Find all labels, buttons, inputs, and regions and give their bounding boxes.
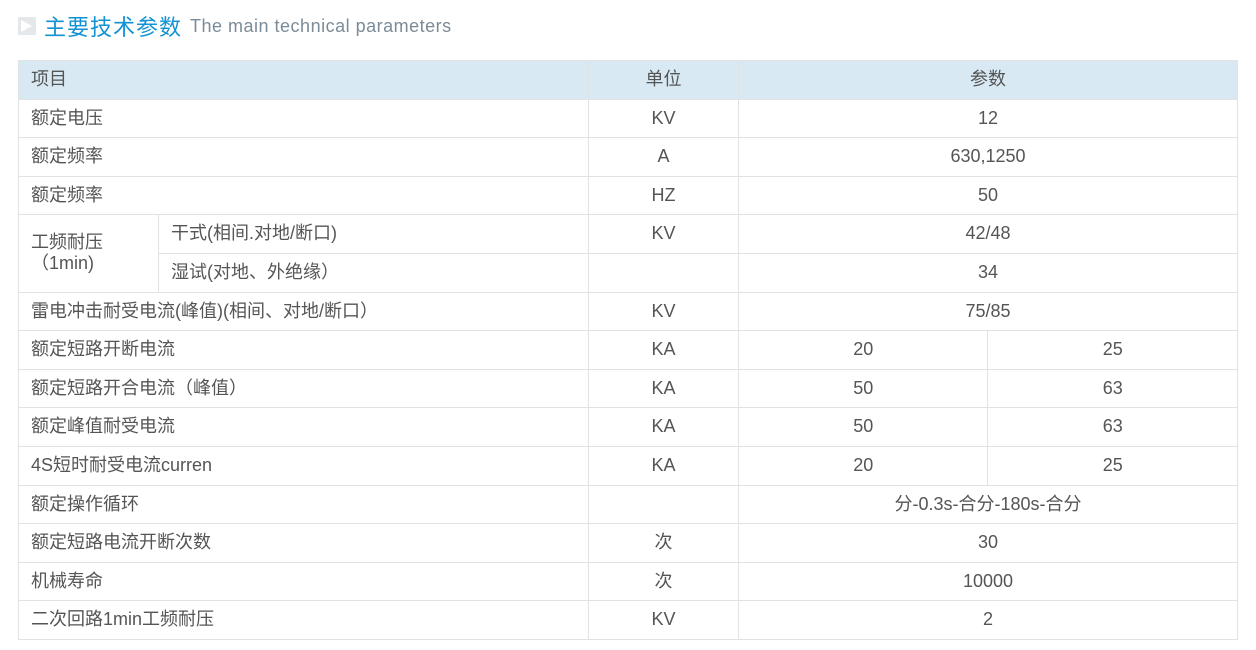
- cell-unit: 次: [589, 524, 739, 563]
- cell-unit: KV: [589, 99, 739, 138]
- table-row: 额定短路开断电流 KA 20 25: [19, 331, 1238, 370]
- cell-unit: KA: [589, 446, 739, 485]
- cell-param: 34: [739, 253, 1238, 292]
- table-row: 二次回路1min工频耐压 KV 2: [19, 601, 1238, 640]
- cell-unit: HZ: [589, 176, 739, 215]
- table-row: 机械寿命 次 10000: [19, 562, 1238, 601]
- cell-unit: KA: [589, 331, 739, 370]
- cell-param: 50: [739, 176, 1238, 215]
- cell-item: 额定短路开断电流: [19, 331, 589, 370]
- table-row: 额定电压 KV 12: [19, 99, 1238, 138]
- table-row: 额定短路开合电流（峰值） KA 50 63: [19, 369, 1238, 408]
- spec-table: 项目 单位 参数 额定电压 KV 12 额定频率 A 630,1250 额定频率…: [18, 60, 1238, 640]
- cell-param: 30: [739, 524, 1238, 563]
- cell-item-group: 工频耐压（1min): [19, 215, 159, 292]
- cell-unit: KA: [589, 408, 739, 447]
- cell-unit: KV: [589, 215, 739, 254]
- cell-item: 二次回路1min工频耐压: [19, 601, 589, 640]
- cell-param: 20: [739, 446, 988, 485]
- cell-param: 630,1250: [739, 138, 1238, 177]
- cell-unit: A: [589, 138, 739, 177]
- table-row: 4S短时耐受电流curren KA 20 25: [19, 446, 1238, 485]
- cell-param: 20: [739, 331, 988, 370]
- cell-subitem: 干式(相间.对地/断口): [159, 215, 589, 254]
- table-row: 额定频率 A 630,1250: [19, 138, 1238, 177]
- cell-param: 10000: [739, 562, 1238, 601]
- cell-param: 75/85: [739, 292, 1238, 331]
- table-row: 雷电冲击耐受电流(峰值)(相间、对地/断口） KV 75/85: [19, 292, 1238, 331]
- cell-param: 50: [739, 408, 988, 447]
- cell-item: 机械寿命: [19, 562, 589, 601]
- table-row: 额定频率 HZ 50: [19, 176, 1238, 215]
- cell-item: 额定峰值耐受电流: [19, 408, 589, 447]
- cell-param: 42/48: [739, 215, 1238, 254]
- cell-unit: 次: [589, 562, 739, 601]
- cell-subitem: 湿试(对地、外绝缘）: [159, 253, 589, 292]
- cell-unit: KA: [589, 369, 739, 408]
- cell-item: 额定电压: [19, 99, 589, 138]
- th-param: 参数: [739, 61, 1238, 100]
- section-title-en: The main technical parameters: [190, 16, 452, 37]
- cell-param: 25: [988, 331, 1238, 370]
- cell-item: 额定操作循环: [19, 485, 589, 524]
- cell-item: 额定短路开合电流（峰值）: [19, 369, 589, 408]
- th-item: 项目: [19, 61, 589, 100]
- cell-param: 50: [739, 369, 988, 408]
- cell-param: 25: [988, 446, 1238, 485]
- table-row: 湿试(对地、外绝缘） 34: [19, 253, 1238, 292]
- section-title: 主要技术参数 The main technical parameters: [18, 10, 1238, 42]
- cell-item: 额定短路电流开断次数: [19, 524, 589, 563]
- cell-item: 雷电冲击耐受电流(峰值)(相间、对地/断口）: [19, 292, 589, 331]
- cell-param: 12: [739, 99, 1238, 138]
- table-row: 额定短路电流开断次数 次 30: [19, 524, 1238, 563]
- cell-param: 2: [739, 601, 1238, 640]
- cell-param: 分-0.3s-合分-180s-合分: [739, 485, 1238, 524]
- arrow-icon: [18, 17, 36, 35]
- cell-param: 63: [988, 369, 1238, 408]
- cell-item: 额定频率: [19, 176, 589, 215]
- cell-unit: [589, 253, 739, 292]
- table-row: 工频耐压（1min) 干式(相间.对地/断口) KV 42/48: [19, 215, 1238, 254]
- cell-item: 额定频率: [19, 138, 589, 177]
- cell-item: 4S短时耐受电流curren: [19, 446, 589, 485]
- table-header-row: 项目 单位 参数: [19, 61, 1238, 100]
- cell-unit: KV: [589, 292, 739, 331]
- table-row: 额定操作循环 分-0.3s-合分-180s-合分: [19, 485, 1238, 524]
- table-row: 额定峰值耐受电流 KA 50 63: [19, 408, 1238, 447]
- th-unit: 单位: [589, 61, 739, 100]
- section-title-cn: 主要技术参数: [44, 10, 182, 42]
- cell-param: 63: [988, 408, 1238, 447]
- cell-unit: [589, 485, 739, 524]
- cell-unit: KV: [589, 601, 739, 640]
